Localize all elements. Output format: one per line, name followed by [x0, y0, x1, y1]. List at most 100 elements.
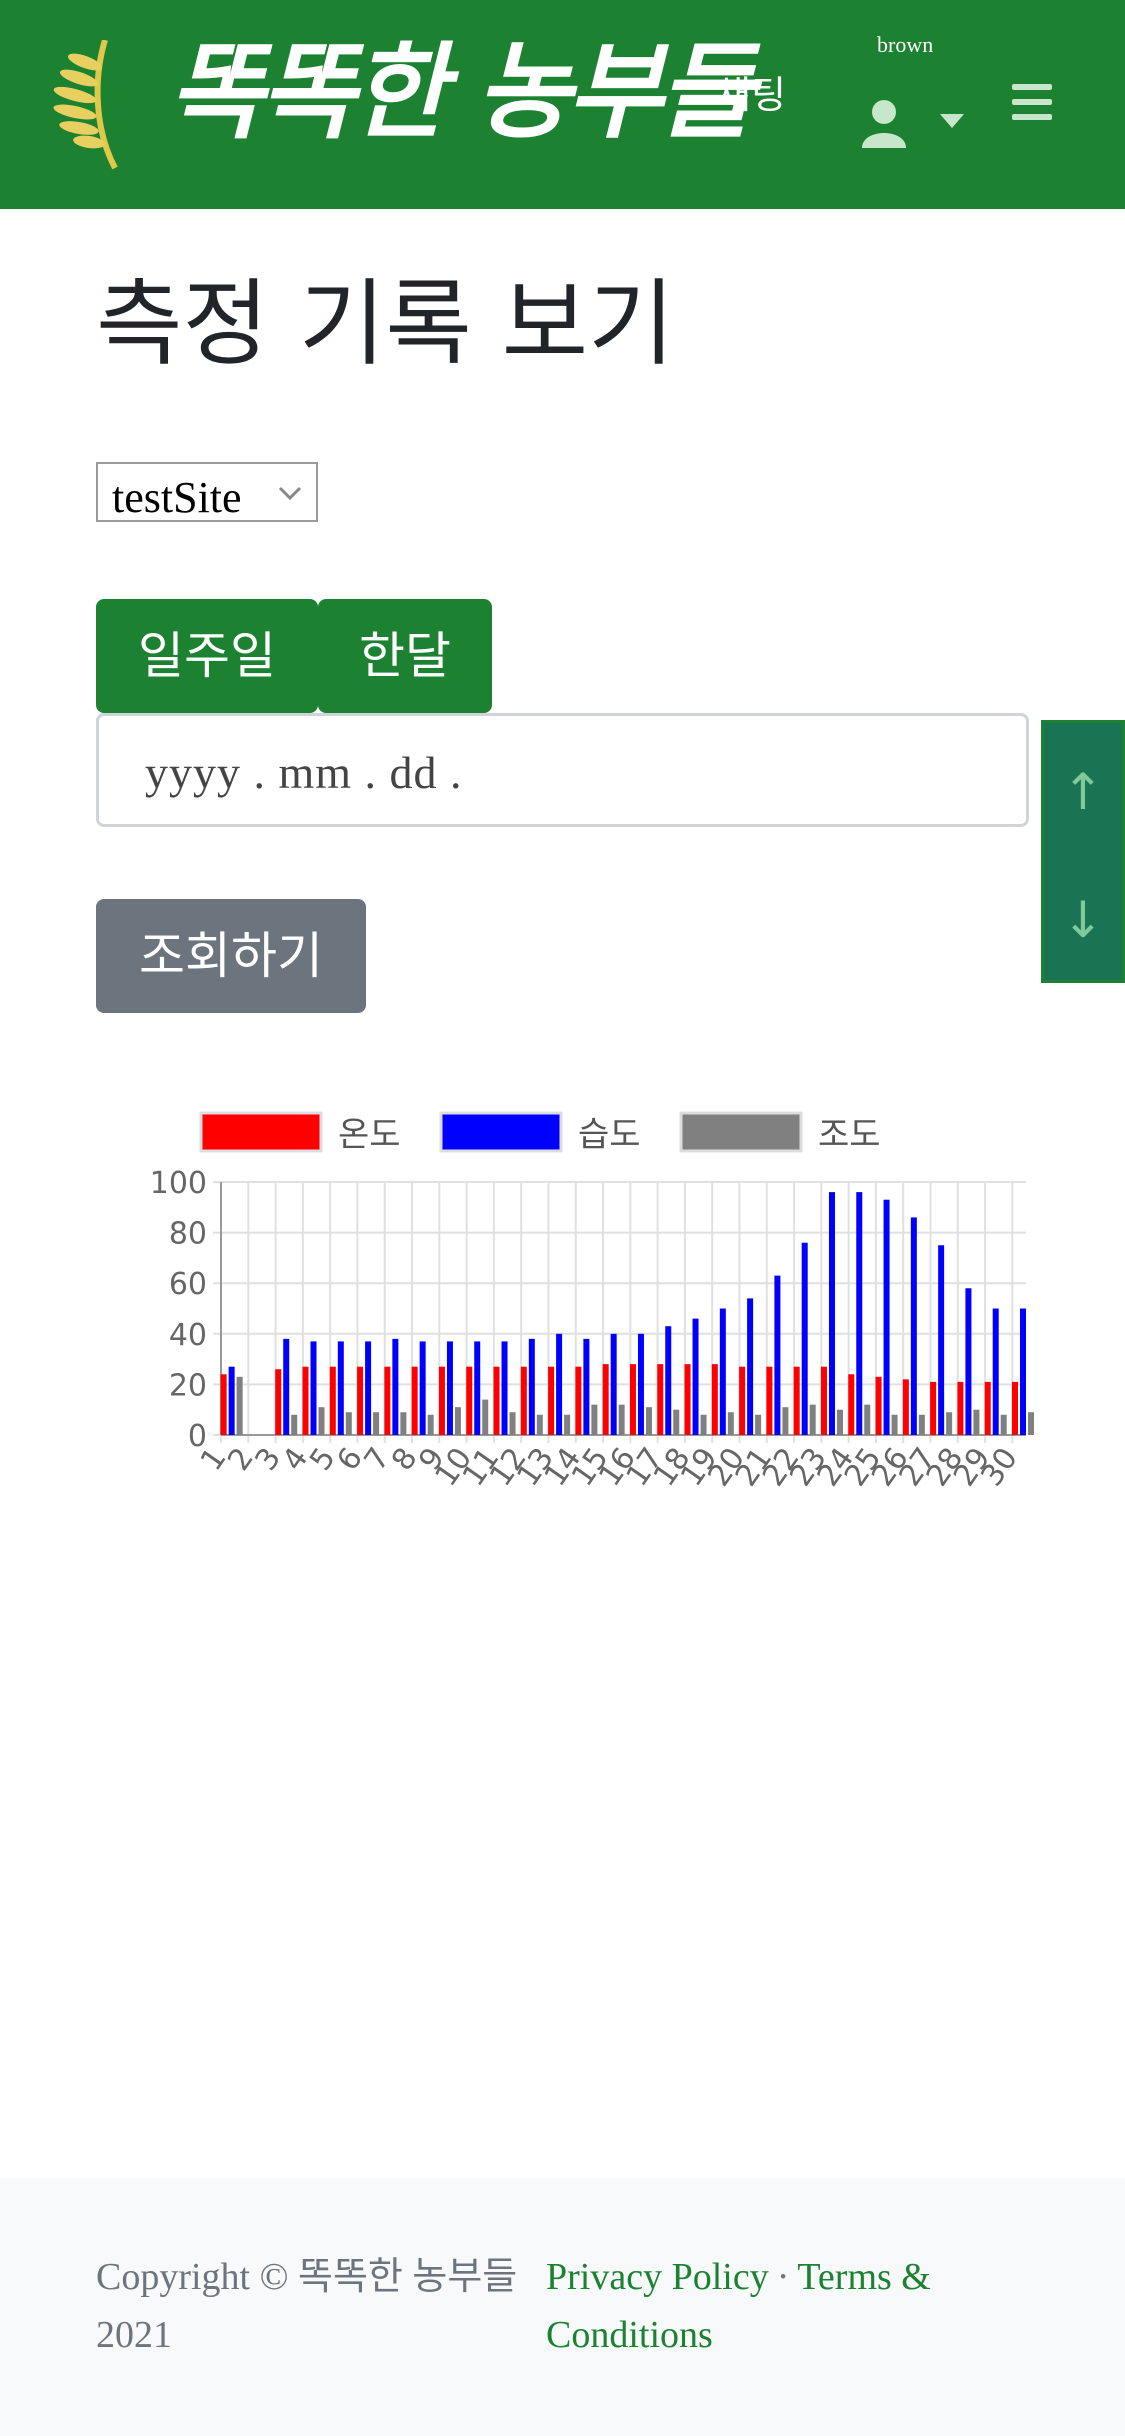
bar — [836, 1409, 843, 1435]
bar — [501, 1341, 508, 1435]
site-select[interactable]: testSite — [96, 462, 318, 522]
bar — [883, 1199, 890, 1435]
bar — [591, 1404, 598, 1435]
bar — [602, 1364, 609, 1435]
y-tick-label: 60 — [169, 1267, 207, 1302]
bar — [700, 1414, 707, 1435]
y-tick-label: 20 — [169, 1368, 207, 1403]
bar — [828, 1192, 835, 1435]
bar — [384, 1366, 391, 1435]
terms-link[interactable]: Terms & Conditions — [546, 2256, 931, 2356]
bar — [766, 1366, 773, 1435]
x-tick-label: 30 — [974, 1442, 1025, 1493]
bar — [509, 1412, 516, 1435]
bar — [373, 1412, 380, 1435]
bar — [236, 1376, 243, 1435]
site-select-value: testSite — [112, 473, 242, 522]
bar — [302, 1366, 309, 1435]
y-tick-label: 0 — [188, 1419, 207, 1454]
chart-svg: 온도 습도 조도0204060801001234567891011121314151… — [150, 1111, 1034, 1493]
scroll-up-icon[interactable]: ↑ — [1062, 763, 1104, 821]
bar — [556, 1333, 563, 1435]
bar — [957, 1381, 964, 1435]
bar — [528, 1338, 535, 1435]
bar — [291, 1414, 298, 1435]
bar — [856, 1192, 863, 1435]
bar — [711, 1364, 718, 1435]
footer-separator: · — [776, 2256, 790, 2298]
y-tick-label: 100 — [150, 1166, 207, 1201]
bar — [918, 1414, 925, 1435]
bar — [973, 1409, 980, 1435]
bar — [637, 1333, 644, 1435]
week-button[interactable]: 일주일 — [96, 599, 318, 713]
bar — [774, 1275, 781, 1435]
bar — [891, 1414, 898, 1435]
copyright-text: Copyright © 똑똑한 농부들 2021 — [96, 2256, 518, 2356]
bar — [1011, 1381, 1018, 1435]
bar — [438, 1366, 445, 1435]
bar — [536, 1414, 543, 1435]
bar — [1027, 1412, 1034, 1435]
bar — [645, 1407, 652, 1435]
bar — [992, 1308, 999, 1435]
scroll-down-icon[interactable]: ↓ — [1062, 891, 1104, 949]
bar — [474, 1341, 481, 1435]
legend-swatch — [199, 1111, 323, 1153]
month-button[interactable]: 한달 — [318, 599, 492, 713]
bar — [809, 1404, 816, 1435]
bar — [938, 1245, 945, 1435]
user-icon[interactable] — [860, 98, 908, 148]
bar — [984, 1381, 991, 1435]
bar — [946, 1412, 953, 1435]
scroll-panel: ↑ ↓ — [1041, 720, 1125, 983]
bar — [1000, 1414, 1007, 1435]
bar — [1019, 1308, 1026, 1435]
chevron-down-icon[interactable] — [940, 114, 964, 128]
date-input[interactable]: yyyy . mm . dd . — [96, 713, 1029, 827]
hamburger-menu-icon[interactable] — [1012, 84, 1052, 120]
bar — [345, 1412, 352, 1435]
measurement-chart: 온도 습도 조도 0 20 40 60 80 100 1 2 3 4 5 6 7 8 9 10 11 12 13 14 15 1… — [96, 1090, 1056, 1530]
bar — [965, 1288, 972, 1435]
bar — [564, 1414, 571, 1435]
username-label: brown — [877, 32, 934, 57]
bar — [337, 1341, 344, 1435]
bar — [520, 1366, 527, 1435]
bar — [673, 1409, 680, 1435]
legend-label: 습도 — [578, 1115, 641, 1155]
footer-links: Privacy Policy · Terms & Conditions — [546, 2248, 1006, 2364]
bar — [419, 1341, 426, 1435]
bar — [283, 1338, 290, 1435]
bar — [583, 1338, 590, 1435]
navbar: 똑똑한 농부들 채팅 brown — [0, 0, 1125, 209]
wheat-logo-icon — [53, 40, 118, 170]
date-input-placeholder: yyyy . mm . dd . — [145, 747, 463, 798]
bar — [618, 1404, 625, 1435]
bar — [392, 1338, 399, 1435]
bar — [782, 1407, 789, 1435]
bar — [493, 1366, 500, 1435]
bar — [482, 1399, 489, 1435]
bar — [275, 1369, 282, 1435]
bar — [910, 1217, 917, 1435]
site-logo[interactable]: 똑똑한 농부들 — [168, 30, 754, 153]
bar — [400, 1412, 407, 1435]
legend-swatch — [679, 1111, 803, 1153]
bar — [310, 1341, 317, 1435]
bar — [793, 1366, 800, 1435]
bar — [747, 1298, 754, 1435]
bar — [411, 1366, 418, 1435]
bar — [875, 1376, 882, 1435]
bar — [727, 1412, 734, 1435]
bar — [657, 1364, 664, 1435]
search-button[interactable]: 조회하기 — [96, 899, 366, 1013]
chat-link[interactable]: 채팅 — [716, 73, 786, 117]
bar — [610, 1333, 617, 1435]
bar — [684, 1364, 691, 1435]
privacy-policy-link[interactable]: Privacy Policy — [546, 2256, 769, 2298]
bar — [427, 1414, 434, 1435]
bar — [466, 1366, 473, 1435]
bar — [365, 1341, 372, 1435]
bar — [446, 1341, 453, 1435]
